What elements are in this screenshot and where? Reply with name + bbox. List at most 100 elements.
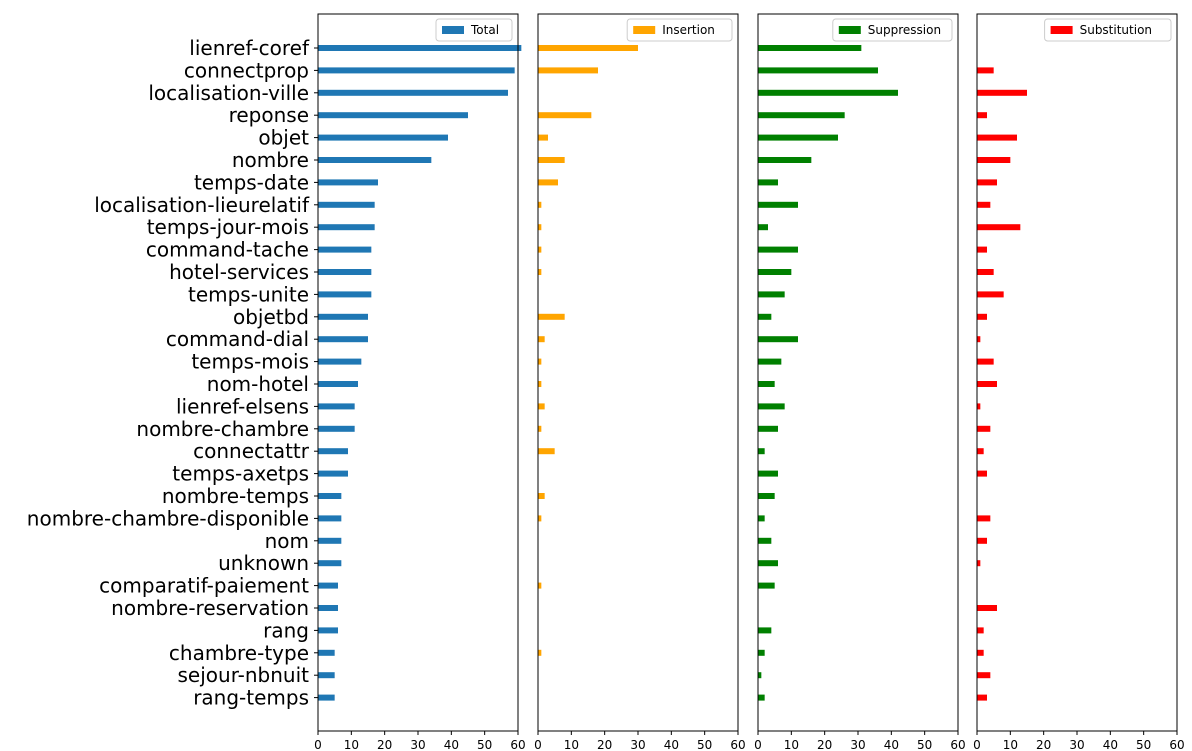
- bar: [758, 358, 782, 365]
- category-label: nombre-chambre-disponible: [27, 506, 309, 530]
- bar: [977, 157, 1011, 163]
- bar: [758, 582, 775, 589]
- category-label: command-dial: [166, 327, 309, 351]
- bar: [977, 269, 994, 275]
- bar: [318, 224, 375, 231]
- legend-label: Total: [470, 23, 499, 37]
- legend-label: Suppression: [868, 23, 941, 37]
- bar: [758, 403, 785, 410]
- bar: [758, 537, 772, 544]
- legend-swatch: [1050, 26, 1073, 34]
- x-tick-label: 0: [534, 738, 542, 751]
- bar: [977, 358, 994, 365]
- bar: [538, 358, 542, 365]
- category-label: temps-jour-mois: [147, 215, 309, 239]
- bar: [538, 515, 542, 522]
- bar: [318, 627, 338, 634]
- category-label: sejour-nbnuit: [178, 663, 310, 687]
- x-tick-label: 40: [664, 738, 679, 751]
- bar: [318, 694, 335, 701]
- bar: [318, 515, 342, 522]
- bar: [318, 67, 515, 74]
- category-label: comparatif-paiement: [99, 574, 309, 598]
- bar: [318, 45, 522, 51]
- x-tick-label: 20: [817, 738, 832, 751]
- legend-label: Insertion: [662, 23, 715, 37]
- bar: [758, 336, 798, 343]
- x-tick-label: 60: [1169, 738, 1184, 751]
- category-label: temps-mois: [191, 350, 309, 374]
- category-label: nombre-reservation: [111, 596, 309, 620]
- x-tick-label: 40: [884, 738, 899, 751]
- legend-box: [626, 18, 733, 42]
- bar: [538, 134, 548, 141]
- x-tick-label: 60: [730, 738, 745, 751]
- bar: [977, 246, 987, 253]
- category-label: lienref-elsens: [176, 394, 309, 418]
- bar: [758, 134, 838, 141]
- bar: [977, 470, 987, 477]
- bar: [318, 89, 508, 96]
- bar: [538, 649, 542, 656]
- bar: [758, 67, 878, 74]
- bar: [538, 45, 638, 51]
- bar: [318, 560, 342, 567]
- bar: [538, 67, 598, 74]
- x-tick-label: 50: [1136, 738, 1151, 751]
- bar: [758, 470, 778, 477]
- category-label: localisation-ville: [148, 81, 309, 105]
- x-tick-label: 60: [950, 738, 965, 751]
- x-tick-label: 0: [973, 738, 981, 751]
- bar: [318, 403, 355, 410]
- bar: [977, 67, 994, 74]
- x-tick-label: 30: [850, 738, 865, 751]
- category-label: objetbd: [233, 305, 309, 329]
- category-label: temps-date: [194, 170, 309, 194]
- bar: [318, 381, 358, 387]
- x-tick-label: 10: [784, 738, 799, 751]
- category-label: chambre-type: [169, 641, 309, 665]
- x-tick-label: 40: [1103, 738, 1118, 751]
- x-tick-label: 60: [510, 738, 525, 751]
- x-tick-label: 20: [377, 738, 392, 751]
- bar: [318, 649, 335, 656]
- category-label: objet: [258, 126, 309, 150]
- x-tick-label: 20: [597, 738, 612, 751]
- bar: [758, 515, 765, 522]
- bar: [318, 672, 335, 679]
- category-label: unknown: [218, 551, 309, 575]
- bar: [538, 157, 565, 163]
- bar: [758, 179, 778, 186]
- legend-label: Substitution: [1080, 23, 1152, 37]
- bar: [977, 134, 1017, 141]
- bar: [758, 201, 798, 208]
- legend-swatch: [633, 26, 656, 34]
- bar: [977, 560, 981, 567]
- bar: [977, 381, 997, 387]
- x-tick-label: 0: [754, 738, 762, 751]
- bar: [977, 403, 981, 410]
- legend: Insertion: [626, 18, 733, 42]
- category-label: nom-hotel: [207, 372, 309, 396]
- bar: [318, 425, 355, 432]
- bar: [318, 493, 342, 499]
- bar: [318, 582, 338, 589]
- x-tick-label: 10: [344, 738, 359, 751]
- category-label: hotel-services: [169, 260, 309, 284]
- bar: [977, 448, 984, 455]
- x-tick-label: 30: [630, 738, 645, 751]
- panel-insertion: 0 10 20 30 40 50 60 Insertion: [534, 13, 746, 751]
- x-tick-label: 20: [1036, 738, 1051, 751]
- bar: [538, 246, 542, 253]
- category-label: nombre: [232, 148, 309, 172]
- bar: [977, 694, 987, 701]
- bar: [977, 112, 987, 119]
- bar: [758, 649, 765, 656]
- x-tick-label: 10: [564, 738, 579, 751]
- legend-box: [832, 18, 953, 42]
- bar: [318, 157, 432, 163]
- bar: [977, 89, 1027, 96]
- legend: Suppression: [832, 18, 953, 42]
- bar: [977, 224, 1021, 231]
